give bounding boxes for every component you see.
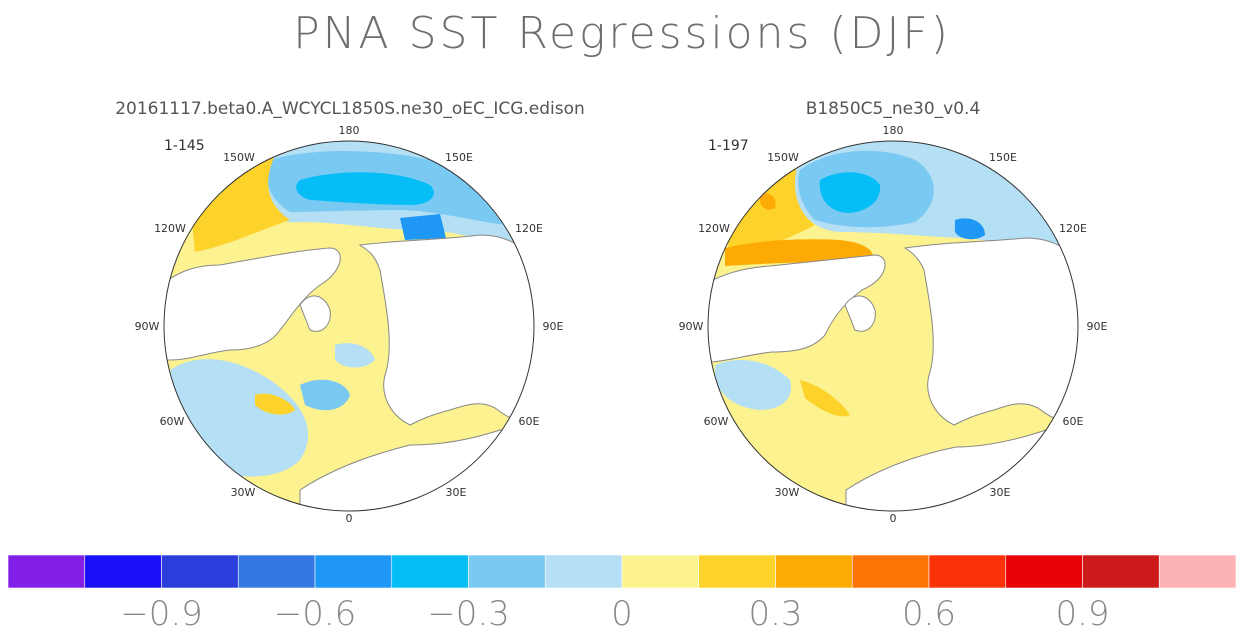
lon-label: 30W [775, 486, 800, 499]
panel-right-lon-labels: 180 150E 120E 90E 60E 30E 0 30W 60W 90W … [679, 124, 1108, 525]
lon-label: 90E [543, 320, 564, 333]
lon-label: 120E [1059, 222, 1087, 235]
colorbar-tick-label: 0.3 [748, 594, 802, 634]
gulf-alaska-orange-spot [760, 193, 776, 210]
colorbar-tick-label: 0 [611, 594, 633, 634]
pacific-blue-core [296, 172, 434, 205]
greenland-land [299, 295, 331, 332]
atlantic-light-blue-region [715, 360, 791, 410]
panel-right-title: B1850C5_ne30_v0.4 [806, 99, 981, 119]
lon-label: 30E [990, 486, 1011, 499]
atlantic-warm-strip [800, 380, 850, 417]
panel-left-map [164, 141, 534, 511]
eurasia-land [358, 234, 534, 426]
colorbar-swatch [161, 554, 239, 589]
lon-label: 150E [989, 151, 1017, 164]
lon-label: 0 [890, 512, 897, 525]
colorbar-swatch [775, 554, 853, 589]
colorbar-swatch [621, 554, 700, 589]
lon-label: 90E [1087, 320, 1108, 333]
panel-right-map [708, 141, 1078, 511]
atlantic-warm-spot [255, 393, 295, 415]
lon-label: 180 [339, 124, 360, 137]
lon-label: 90W [135, 320, 160, 333]
lon-label: 120E [515, 222, 543, 235]
chart-title: PNA SST Regressions (DJF) [293, 8, 951, 59]
colorbar-swatch [391, 554, 469, 589]
panel-left-lon-labels: 180 150E 120E 90E 60E 30E 0 30W 60W 90W … [135, 124, 564, 525]
colorbar-swatch [544, 554, 623, 589]
lon-label: 150W [223, 151, 255, 164]
lon-label: 150E [445, 151, 473, 164]
atlantic-small-light-blue [335, 343, 375, 368]
north-america-land [708, 254, 886, 363]
panel-right-border [707, 140, 1079, 512]
panel-left: 20161117.beta0.A_WCYCL1850S.ne30_oEC_ICG… [115, 99, 585, 525]
colorbar-swatch [1158, 554, 1237, 589]
colorbar-tick-label: −0.6 [274, 594, 357, 634]
colorbar-swatch [314, 554, 393, 589]
panel-left-border [163, 140, 535, 512]
north-america-land [164, 247, 341, 361]
lon-label: 90W [679, 320, 704, 333]
lon-label: 150W [767, 151, 799, 164]
lon-label: 30E [446, 486, 467, 499]
east-pacific-blue-spot [955, 218, 985, 240]
colorbar-swatch [698, 554, 776, 589]
colorbar-swatch [468, 554, 546, 589]
colorbar [7, 554, 1237, 589]
panel-right-range: 1-197 [708, 138, 749, 154]
lon-label: 180 [883, 124, 904, 137]
colorbar-tick-label: 0.9 [1055, 594, 1109, 634]
colorbar-swatch [1005, 554, 1083, 589]
panel-left-range: 1-145 [164, 138, 205, 154]
colorbar-tick-label: 0.6 [902, 594, 956, 634]
lon-label: 60E [1063, 415, 1084, 428]
colorbar-tick-label: −0.3 [427, 594, 510, 634]
lon-label: 120W [154, 222, 186, 235]
lon-label: 60W [704, 415, 729, 428]
panel-right: B1850C5_ne30_v0.4 1-197 180 150E 120E 90… [679, 99, 1108, 525]
greenland-land [844, 295, 876, 332]
bering-blue-spot [400, 214, 446, 240]
lon-label: 60W [160, 415, 185, 428]
colorbar-swatch [1082, 554, 1160, 589]
lon-label: 0 [346, 512, 353, 525]
lon-label: 60E [519, 415, 540, 428]
colorbar-swatch [928, 554, 1007, 589]
colorbar-swatch [84, 554, 162, 589]
lon-label: 30W [231, 486, 256, 499]
colorbar-swatch [237, 554, 316, 589]
pacific-blue-core [819, 172, 881, 213]
colorbar-labels: −0.9 −0.6 −0.3 0 0.3 0.6 0.9 [120, 594, 1109, 634]
colorbar-swatch [851, 554, 930, 589]
atlantic-medium-blue-spot [300, 379, 350, 411]
panel-left-title: 20161117.beta0.A_WCYCL1850S.ne30_oEC_ICG… [115, 99, 585, 119]
colorbar-swatch [7, 554, 86, 589]
lon-label: 120W [698, 222, 730, 235]
colorbar-tick-label: −0.9 [120, 594, 203, 634]
eurasia-land [903, 237, 1078, 426]
